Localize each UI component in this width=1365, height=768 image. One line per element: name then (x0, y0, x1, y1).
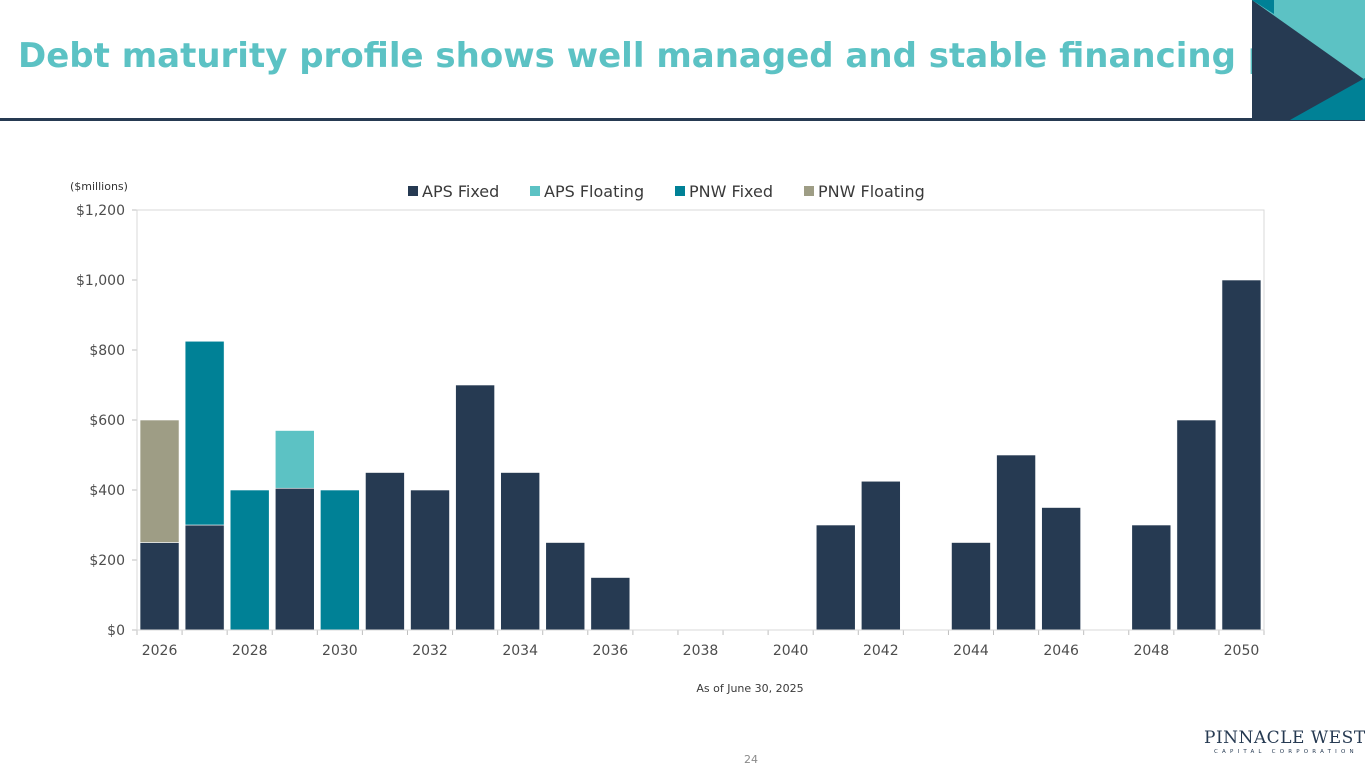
legend-swatch (408, 186, 418, 196)
x-tick-label: 2036 (593, 643, 629, 659)
bar-aps-fixed-2042 (861, 480, 901, 631)
bar-aps-fixed-2034 (500, 472, 540, 631)
legend-swatch (675, 186, 685, 196)
page-number: 24 (744, 753, 758, 766)
pinnacle-west-logo: PINNACLE WEST CAPITAL CORPORATION (1204, 728, 1365, 760)
bar-aps-fixed-2046 (1041, 507, 1081, 631)
legend-label: PNW Floating (818, 182, 925, 201)
bar-aps-fixed-2033 (455, 384, 495, 631)
logo-subtitle: CAPITAL CORPORATION (1214, 749, 1358, 755)
y-tick-label: $1,000 (76, 273, 125, 289)
bar-pnw-fixed-2027 (184, 340, 225, 526)
slide-header: Debt maturity profile shows well managed… (0, 0, 1365, 122)
header-divider (0, 118, 1365, 121)
y-tick-label: $0 (107, 623, 125, 639)
y-tick-label: $400 (89, 483, 125, 499)
bar-aps-fixed-2027 (184, 524, 225, 631)
x-tick-label: 2050 (1224, 643, 1260, 659)
y-tick-label: $1,200 (76, 203, 125, 219)
bar-pnw-fixed-2030 (320, 489, 360, 631)
legend-swatch (804, 186, 814, 196)
as-of-date-note: As of June 30, 2025 (696, 682, 803, 695)
x-tick-label: 2026 (142, 643, 178, 659)
x-tick-label: 2048 (1133, 643, 1169, 659)
bar-aps-fixed-2050 (1221, 279, 1262, 631)
y-tick-label: $800 (89, 343, 125, 359)
corner-logo-graphic (1252, 0, 1365, 120)
logo-wordmark: PINNACLE WEST (1204, 728, 1365, 748)
debt-maturity-chart: ($millions) APS Fixed APS Floating PNW Fix… (70, 180, 1265, 695)
bar-aps-fixed-2032 (410, 489, 450, 631)
x-tick-label: 2028 (232, 643, 268, 659)
legend-label: APS Floating (544, 182, 644, 201)
y-tick-label: $600 (89, 413, 125, 429)
bar-aps-fixed-2026 (139, 542, 180, 631)
x-tick-label: 2030 (322, 643, 358, 659)
legend-swatch (530, 186, 540, 196)
x-tick-label: 2042 (863, 643, 899, 659)
legend-label: PNW Fixed (689, 182, 773, 201)
bar-aps-fixed-2049 (1176, 419, 1217, 631)
x-tick-label: 2038 (683, 643, 719, 659)
x-axis: 2026 2028 2030 2032 2034 2036 2038 2040 2042 2044… (136, 630, 1265, 659)
bar-aps-fixed-2029 (274, 487, 315, 631)
x-tick-label: 2040 (773, 643, 809, 659)
bar-pnw-fixed-2028 (229, 489, 270, 631)
bar-aps-fixed-2035 (545, 542, 586, 631)
chart-legend: APS Fixed APS Floating PNW Fixed PNW Floati… (408, 182, 925, 201)
bar-aps-floating-2029 (274, 430, 315, 489)
x-tick-label: 2032 (412, 643, 448, 659)
slide-title: Debt maturity profile shows well managed… (18, 36, 1331, 76)
bar-pnw-floating-2026 (139, 419, 180, 543)
bar-aps-fixed-2031 (365, 472, 405, 631)
plot-area-frame (136, 209, 1265, 631)
y-tick-label: $200 (89, 553, 125, 569)
x-tick-label: 2044 (953, 643, 989, 659)
bar-aps-fixed-2045 (996, 454, 1036, 631)
y-units-label: ($millions) (70, 180, 128, 193)
bar-aps-fixed-2041 (815, 524, 856, 631)
x-tick-label: 2034 (502, 643, 538, 659)
bar-aps-fixed-2036 (590, 577, 631, 631)
bars (139, 279, 1262, 631)
bar-aps-fixed-2048 (1131, 524, 1172, 631)
bar-aps-fixed-2044 (951, 542, 991, 631)
x-tick-label: 2046 (1043, 643, 1079, 659)
legend-label: APS Fixed (422, 182, 499, 201)
y-axis: $0 $200 $400 $600 $800 $1,000 $1,200 (76, 203, 137, 639)
